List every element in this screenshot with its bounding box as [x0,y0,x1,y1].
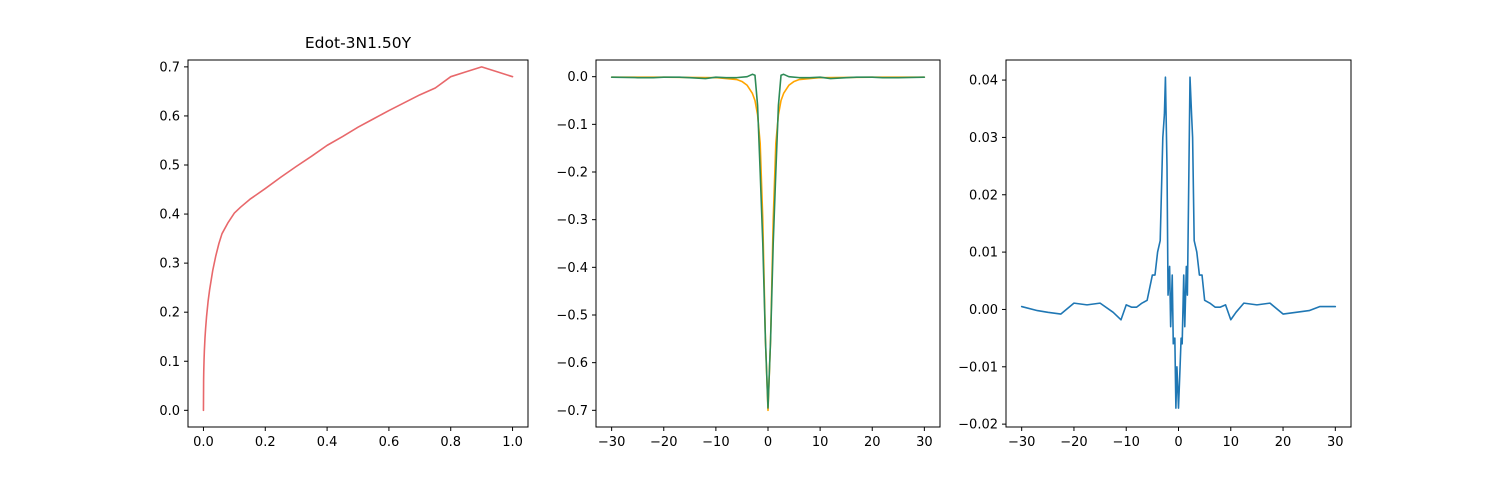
subplot-1-y-tick-label: 0.0 [159,404,180,419]
subplot-2-series-1-line [610,76,926,412]
subplot-3-y-tick-label: 0.03 [969,131,998,146]
subplot-3-x-tick-label: 30 [1327,435,1344,450]
subplot-1-plot-area: 0.0 0.2 0.4 0.6 0.8 1.0 0.0 0.1 0.2 0.3 0.4 0.5 0.6 0… [159,59,529,450]
subplot-3-y-tick-label: −0.02 [958,418,998,433]
subplot-2-y-tick-label: −0.5 [556,308,588,323]
subplot-2-x-tick-label: −20 [650,435,677,450]
subplot-1-x-tick-label: 1.0 [502,435,523,450]
subplot-3-x-tick-label: −30 [1008,435,1035,450]
subplot-1-y-tick-label: 0.1 [159,355,180,370]
subplot-2-y-tick-label: −0.4 [556,261,588,276]
subplot-1-y-tick-label: 0.4 [159,208,180,223]
subplot-2-x-tick-label: 20 [864,435,881,450]
subplot-2-y-tick-label: −0.7 [556,404,588,419]
subplot-1: Edot-3N1.50Y 0.0 0.2 0.4 0.6 0.8 1.0 0.0 0.1 0.2… [159,34,529,450]
subplot-1-y-tick-label: 0.2 [159,306,180,321]
subplot-3-x-tick-label: −20 [1060,435,1087,450]
subplot-3-y-tick-label: 0.01 [969,246,998,261]
subplot-3-y-tick-label: −0.01 [958,360,998,375]
subplot-3-y-tick-label: 0.02 [969,188,998,203]
subplot-2-x-tick-label: −30 [598,435,625,450]
subplot-2: −30 −20 −10 0 10 20 30 0.0 −0.1 −0.2 −0.3 −0.4 −0.5 −… [556,59,941,450]
subplot-1-x-tick-label: 0.6 [379,435,400,450]
subplot-3-x-tick-label: 10 [1222,435,1239,450]
subplot-2-x-tick-label: −10 [702,435,729,450]
subplot-1-series-1-line [202,66,514,412]
subplot-1-x-tick-label: 0.2 [255,435,276,450]
subplot-3-y-tick-label: 0.04 [969,74,998,89]
subplot-2-y-tick-label: −0.2 [556,166,588,181]
subplot-3: −30 −20 −10 0 10 20 30 0.04 0.03 0.02 0.01 0.00 −0.0… [958,59,1352,450]
subplot-3-x-tick-label: −10 [1113,435,1140,450]
subplot-1-x-tick-label: 0.4 [317,435,338,450]
subplot-2-y-tick-label: −0.1 [556,118,588,133]
subplot-2-y-tick-label: −0.3 [556,213,588,228]
subplot-2-y-tick-label: −0.6 [556,356,588,371]
subplot-2-x-tick-label: 10 [812,435,829,450]
subplot-2-x-tick-label: 30 [916,435,933,450]
subplot-2-series-2-line [610,73,926,409]
subplot-3-x-tick-label: 20 [1275,435,1292,450]
subplot-3-plot-area: −30 −20 −10 0 10 20 30 0.04 0.03 0.02 0.01 0.00 −0.0… [958,59,1352,450]
subplot-1-y-tick-label: 0.7 [159,60,180,75]
subplot-1-y-tick-label: 0.5 [159,158,180,173]
subplot-2-plot-area: −30 −20 −10 0 10 20 30 0.0 −0.1 −0.2 −0.3 −0.4 −0.5 −… [556,59,941,450]
subplot-3-y-tick-label: 0.00 [969,303,998,318]
subplot-3-series-1-line [1020,76,1337,409]
subplot-1-y-tick-label: 0.6 [159,109,180,124]
subplot-2-y-tick-label: 0.0 [567,70,588,85]
subplot-1-y-tick-label: 0.3 [159,257,180,272]
subplot-3-x-tick-label: 0 [1174,435,1182,450]
subplot-2-x-tick-label: 0 [764,435,772,450]
subplot-1-x-tick-label: 0.8 [440,435,461,450]
subplot-1-x-tick-label: 0.0 [193,435,214,450]
subplot-1-axes-frame [187,59,529,428]
subplot-1-title: Edot-3N1.50Y [305,34,412,52]
